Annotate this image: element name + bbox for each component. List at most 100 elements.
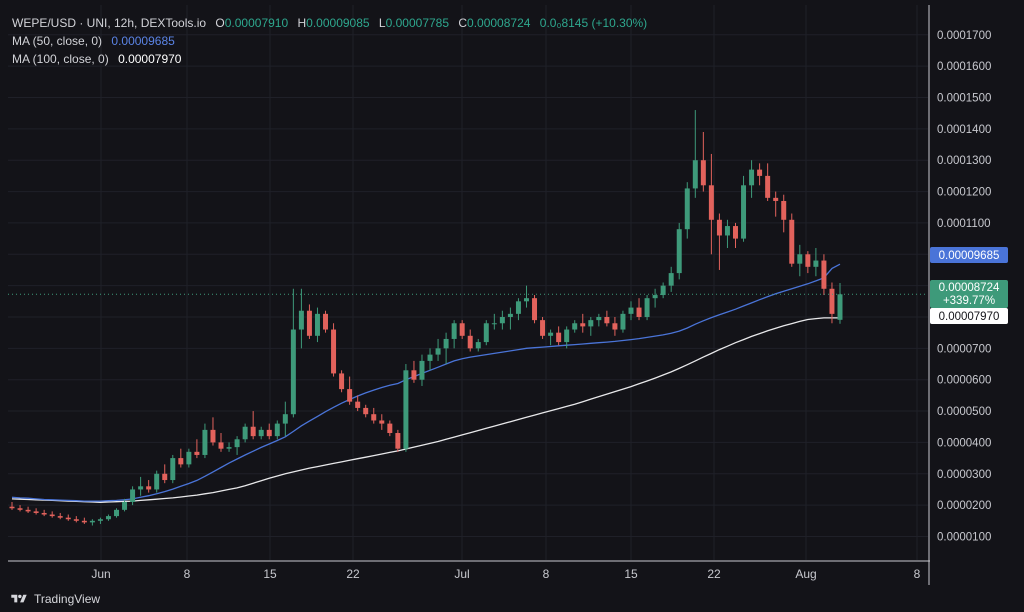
candle: [556, 326, 562, 346]
x-tick-label: 8: [184, 567, 191, 581]
candle: [314, 307, 320, 343]
candle: [829, 282, 835, 324]
candle: [467, 329, 473, 352]
candle: [475, 338, 481, 352]
x-tick-label: 15: [624, 567, 638, 581]
candle-body: [339, 373, 345, 390]
candle-body: [797, 254, 803, 264]
candle: [716, 213, 722, 270]
candle-body: [540, 320, 546, 336]
candle-body: [789, 219, 795, 264]
y-tick-label: 0.0001700: [937, 30, 991, 42]
candle-body: [403, 370, 409, 449]
candle-body: [387, 423, 393, 434]
candle: [668, 266, 674, 292]
candle-body: [105, 516, 111, 520]
candle-body: [306, 310, 312, 336]
candle: [395, 429, 401, 452]
candle-body: [652, 295, 658, 299]
candle: [572, 320, 578, 333]
candle-body: [781, 200, 787, 220]
candle: [347, 376, 353, 405]
candle: [580, 313, 586, 333]
candle-body: [523, 298, 529, 302]
candle: [355, 395, 361, 412]
candle-body: [596, 316, 602, 321]
candle: [170, 454, 176, 484]
candle-body: [724, 226, 730, 236]
candle: [25, 506, 31, 513]
y-tick-label: 0.0000300: [937, 469, 991, 481]
tradingview-branding[interactable]: TradingView: [10, 592, 100, 606]
y-tick-label: 0.0000500: [937, 406, 991, 418]
candle: [57, 512, 63, 520]
candle: [282, 401, 288, 437]
candle-body: [805, 254, 811, 267]
candle-body: [130, 489, 136, 502]
candle-body: [716, 219, 722, 236]
candle: [443, 332, 449, 365]
candle: [491, 313, 497, 330]
x-tick-label: 8: [543, 567, 550, 581]
candle: [258, 426, 264, 440]
candle-body: [250, 426, 256, 437]
candle-body: [146, 486, 152, 490]
ma50-tag-value: 0.00009685: [939, 250, 1000, 262]
candle-body: [73, 519, 79, 521]
candle: [105, 514, 111, 521]
candle: [540, 316, 546, 339]
candle: [162, 464, 168, 484]
candle: [564, 326, 570, 349]
candle: [178, 448, 184, 468]
candle-body: [258, 429, 264, 437]
candle-body: [507, 313, 513, 317]
x-tick-label: Aug: [795, 567, 816, 581]
y-tick-label: 0.0000600: [937, 375, 991, 387]
candle-body: [162, 473, 168, 481]
candle: [114, 508, 119, 518]
candle-body: [700, 160, 706, 186]
candle: [371, 407, 377, 424]
change-value: 0.0₀8145 (+10.30%): [539, 16, 648, 30]
candle: [122, 498, 128, 512]
candle-body: [435, 348, 441, 355]
candle: [636, 298, 642, 321]
candle-body: [612, 323, 618, 330]
symbol-info[interactable]: WEPE/USD · UNI, 12h, DEXTools.io: [12, 16, 207, 30]
candle: [773, 191, 779, 217]
candle-body: [41, 512, 47, 515]
candle-body: [49, 514, 55, 517]
candle: [73, 516, 79, 523]
candle-body: [676, 229, 682, 274]
candle-body: [9, 506, 15, 509]
candle: [757, 163, 763, 186]
candle-body: [202, 429, 208, 455]
candle-body: [323, 313, 329, 330]
candle: [290, 288, 296, 418]
moving-averages: [11, 263, 841, 503]
candle-body: [89, 520, 95, 523]
candle: [138, 476, 144, 496]
candle: [9, 501, 15, 510]
ma100-legend-row[interactable]: MA (100, close, 0) 0.00007970: [12, 50, 647, 68]
x-axis-labels: Jun 8 15 22 Jul 8 15 22 Aug 8: [91, 567, 920, 581]
y-tick-label: 0.0000400: [937, 437, 991, 449]
last-price-value: 0.00008724: [939, 282, 1000, 294]
candlesticks: [9, 110, 843, 526]
close-label: C: [458, 16, 468, 30]
candle-body: [475, 342, 481, 349]
candle: [676, 222, 682, 280]
ma50-price-tag: 0.00009685: [930, 247, 1008, 263]
candle-body: [363, 407, 369, 415]
candle: [548, 329, 554, 346]
ma50-legend-row[interactable]: MA (50, close, 0) 0.00009685: [12, 32, 647, 50]
y-tick-label: 0.0001100: [937, 218, 991, 230]
candle-body: [122, 501, 128, 510]
candle: [700, 131, 706, 192]
candle: [620, 310, 626, 333]
tradingview-name: TradingView: [34, 592, 101, 606]
candle-body: [186, 451, 192, 465]
candle: [234, 436, 240, 455]
candle: [612, 316, 618, 336]
